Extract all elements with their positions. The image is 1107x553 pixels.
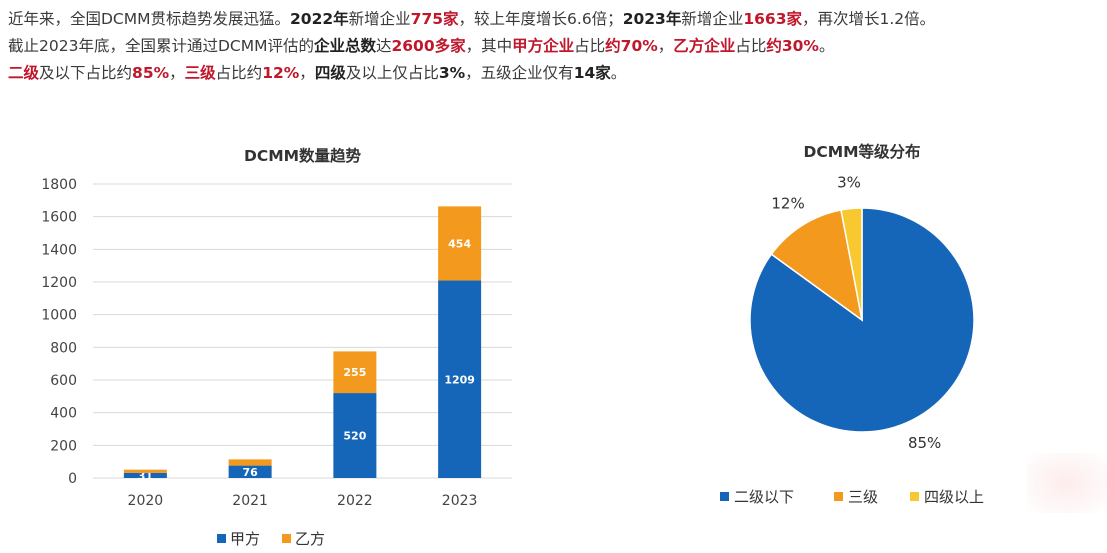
intro-text-run: 达 xyxy=(375,37,392,55)
x-tick-label: 2022 xyxy=(337,493,373,509)
intro-text-run: 约70% xyxy=(605,37,658,55)
legend-label: 二级以下 xyxy=(734,488,794,506)
intro-text-run: 1663家 xyxy=(743,10,802,28)
y-tick-label: 1800 xyxy=(41,177,77,193)
pie-chart: DCMM等级分布 85% 12% 3% 二级以下 三级 四级以上 xyxy=(720,142,984,506)
intro-text-run: 2600多家 xyxy=(391,37,466,55)
bar-jia xyxy=(333,393,377,478)
intro-text-run: 14家 xyxy=(573,64,611,82)
intro-text-run: 及以下占比约 xyxy=(39,64,133,82)
bar-jia xyxy=(123,472,167,478)
bar-yi xyxy=(333,351,377,394)
x-tick-label: 2021 xyxy=(232,493,268,509)
intro-text-run: ， xyxy=(299,64,315,82)
y-tick-label: 200 xyxy=(50,438,77,454)
intro-text-run: 2023年 xyxy=(622,10,682,28)
intro-text-run: 四级 xyxy=(314,64,346,82)
x-tick-label: 2020 xyxy=(128,493,164,509)
decorative-fade xyxy=(1027,453,1107,513)
bar-data-label: 1209 xyxy=(444,373,475,386)
y-tick-label: 1600 xyxy=(41,210,77,226)
intro-text-run: 85% xyxy=(132,64,170,82)
intro-text-run: 2022年 xyxy=(290,10,349,28)
intro-text-run: 12% xyxy=(262,64,300,82)
bar-jia xyxy=(438,280,482,478)
bar-yi xyxy=(438,206,482,281)
intro-text-run: 占比 xyxy=(735,37,767,55)
bar-chart-title: DCMM数量趋势 xyxy=(244,146,362,165)
intro-text-run: 及以上仅占比 xyxy=(345,64,439,82)
pie-chart-title: DCMM等级分布 xyxy=(803,142,920,161)
intro-text-run: 新增企业 xyxy=(348,10,411,28)
intro-line-2: 截止2023年底，全国累计通过DCMM评估的企业总数达2600多家，其中甲方企业… xyxy=(8,33,1103,60)
intro-text-run: 。 xyxy=(610,64,627,82)
legend-swatch xyxy=(217,534,226,543)
pie-slice xyxy=(770,209,864,322)
intro-text-run: 乙方企业 xyxy=(673,37,736,55)
intro-text-run: 。 xyxy=(818,37,835,55)
legend-label: 甲方 xyxy=(230,530,260,548)
intro-text-run: 甲方企业 xyxy=(512,37,575,55)
intro-text-run: 775家 xyxy=(410,10,459,28)
y-tick-label: 600 xyxy=(50,373,77,389)
legend-swatch xyxy=(910,492,919,501)
intro-text-run: ，其中 xyxy=(465,37,513,55)
legend-label: 乙方 xyxy=(295,530,325,548)
legend-label: 四级以上 xyxy=(924,488,984,506)
intro-text-run: ，再次增长1.2倍。 xyxy=(801,10,936,28)
intro-text-run: 占比约 xyxy=(215,64,263,82)
intro-text-run: 近年来，全国DCMM贯标趋势发展迅猛。 xyxy=(8,10,291,28)
intro-text-run: ，五级企业仅有 xyxy=(465,64,574,82)
bar-data-label: 255 xyxy=(343,366,366,379)
intro-text-run: 企业总数 xyxy=(313,37,376,55)
legend-swatch xyxy=(282,534,291,543)
intro-text-run: ，较上年度增长6.6倍； xyxy=(458,10,623,28)
intro-text-run: ， xyxy=(169,64,185,82)
intro-text-run: 二级 xyxy=(8,64,40,82)
y-tick-label: 0 xyxy=(68,471,77,487)
bar-jia xyxy=(228,465,272,478)
intro-text-run: 截止2023年底，全国累计通过DCMM评估的 xyxy=(8,37,314,55)
pie-data-label: 12% xyxy=(771,194,804,212)
y-tick-label: 400 xyxy=(50,406,77,422)
intro-text-run: ， xyxy=(657,37,674,55)
y-tick-label: 1400 xyxy=(41,242,77,258)
legend-label: 三级 xyxy=(848,488,878,506)
y-tick-label: 1000 xyxy=(41,308,77,324)
x-tick-label: 2023 xyxy=(442,493,478,509)
intro-text-run: 约30% xyxy=(766,37,819,55)
bar-chart: DCMM数量趋势 0 200 400 600 800 1000 1200 1400 1600 180… xyxy=(41,146,512,548)
bar-data-label: 520 xyxy=(343,430,366,443)
intro-text-run: 新增企业 xyxy=(681,10,744,28)
legend-swatch xyxy=(834,492,843,501)
pie-slice xyxy=(840,207,863,321)
bar-yi xyxy=(228,459,272,466)
bar-yi xyxy=(123,469,167,473)
intro-paragraph: 近年来，全国DCMM贯标趋势发展迅猛。2022年新增企业775家，较上年度增长6… xyxy=(8,6,1103,87)
pie-data-label: 85% xyxy=(908,434,941,452)
bar-data-label: 454 xyxy=(448,237,471,250)
bar-data-label: 76 xyxy=(242,466,258,479)
intro-text-run: 三级 xyxy=(184,64,216,82)
pie-data-label: 3% xyxy=(837,174,861,192)
legend-swatch xyxy=(720,492,729,501)
y-tick-label: 800 xyxy=(50,340,77,356)
intro-text-run: 3% xyxy=(438,64,466,82)
intro-line-1: 近年来，全国DCMM贯标趋势发展迅猛。2022年新增企业775家，较上年度增长6… xyxy=(8,6,1103,33)
intro-line-3: 二级及以下占比约85%，三级占比约12%，四级及以上仅占比3%，五级企业仅有14… xyxy=(8,60,1103,87)
y-tick-label: 1200 xyxy=(41,275,77,291)
intro-text-run: 占比 xyxy=(574,37,606,55)
